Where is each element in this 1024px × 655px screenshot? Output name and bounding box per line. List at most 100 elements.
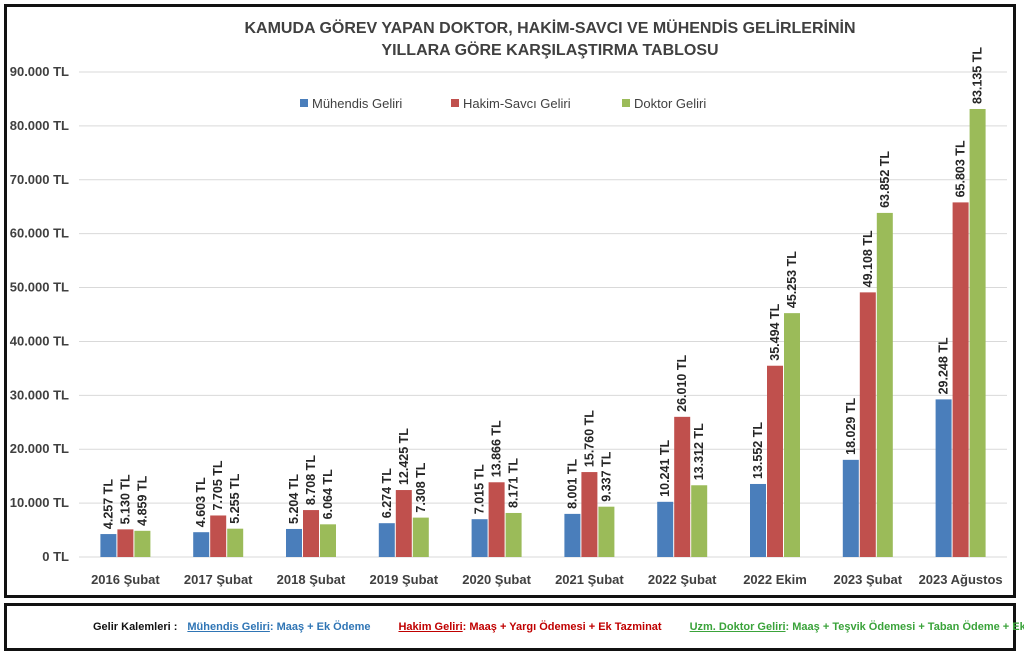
bar	[210, 515, 227, 557]
bar	[581, 472, 598, 557]
data-label: 4.603 TL	[194, 477, 208, 527]
bar	[395, 490, 412, 557]
bar	[412, 517, 429, 557]
data-label: 65.803 TL	[954, 140, 968, 197]
data-label: 5.255 TL	[228, 473, 242, 523]
bar	[117, 529, 134, 557]
data-label: 6.274 TL	[380, 468, 394, 518]
data-label: 8.171 TL	[507, 458, 521, 508]
data-label: 7.308 TL	[414, 462, 428, 512]
footer-lead: Gelir Kalemleri :	[93, 621, 178, 633]
x-tick-label: 2019 Şubat	[369, 572, 438, 587]
y-tick-label: 10.000 TL	[10, 495, 69, 510]
data-label: 4.859 TL	[135, 475, 149, 525]
y-tick-label: 90.000 TL	[10, 64, 69, 79]
data-label: 13.312 TL	[692, 423, 706, 480]
y-tick-label: 60.000 TL	[10, 226, 69, 241]
legend-label: Doktor Geliri	[634, 96, 706, 111]
y-tick-label: 40.000 TL	[10, 333, 69, 348]
data-label: 45.253 TL	[785, 251, 799, 308]
legend-swatch	[451, 99, 459, 107]
data-label: 26.010 TL	[675, 354, 689, 411]
bar	[598, 506, 615, 557]
data-label: 13.866 TL	[490, 420, 504, 477]
bar	[969, 108, 986, 557]
bar	[674, 416, 691, 557]
data-label: 7.015 TL	[473, 464, 487, 514]
bar	[657, 501, 674, 557]
legend-label: Hakim-Savcı Geliri	[463, 96, 571, 111]
data-label: 5.130 TL	[118, 474, 132, 524]
bar	[488, 482, 505, 557]
x-tick-label: 2023 Şubat	[833, 572, 902, 587]
footer-item-judge-detail: : Maaş + Yargı Ödemesi + Ek Tazminat	[462, 621, 662, 633]
bar	[378, 523, 395, 557]
data-label: 10.241 TL	[658, 439, 672, 496]
data-label: 7.705 TL	[211, 460, 225, 510]
x-tick-label: 2017 Şubat	[184, 572, 253, 587]
bar	[935, 399, 952, 557]
x-tick-label: 2022 Ekim	[743, 572, 807, 587]
data-label: 29.248 TL	[937, 337, 951, 394]
footer-item-doctor-title: Uzm. Doktor Geliri	[689, 621, 786, 633]
bar	[505, 512, 522, 557]
bar	[193, 532, 210, 557]
footer-item-judge-title: Hakim Geliri	[398, 621, 463, 633]
y-tick-label: 50.000 TL	[10, 280, 69, 295]
data-label: 6.064 TL	[321, 469, 335, 519]
chart-frame: KAMUDA GÖREV YAPAN DOKTOR, HAKİM-SAVCI V…	[4, 4, 1016, 598]
x-tick-label: 2022 Şubat	[648, 572, 717, 587]
y-tick-label: 80.000 TL	[10, 118, 69, 133]
bar	[564, 513, 581, 557]
footer-item-engineer: Mühendis Geliri: Maaş + Ek Ödeme	[187, 621, 370, 633]
legend-label: Mühendis Geliri	[312, 96, 402, 111]
data-label: 8.001 TL	[565, 458, 579, 508]
x-tick-label: 2021 Şubat	[555, 572, 624, 587]
bar	[859, 292, 876, 557]
bar	[784, 313, 800, 557]
bar-chart: KAMUDA GÖREV YAPAN DOKTOR, HAKİM-SAVCI V…	[10, 18, 1007, 587]
bar	[100, 534, 117, 557]
footer-item-doctor: Uzm. Doktor Geliri: Maaş + Teşvik Ödemes…	[690, 621, 1024, 633]
bar	[471, 519, 488, 557]
data-label: 12.425 TL	[397, 428, 411, 485]
y-tick-label: 20.000 TL	[10, 441, 69, 456]
chart-title-line: KAMUDA GÖREV YAPAN DOKTOR, HAKİM-SAVCI V…	[244, 18, 855, 37]
footer-item-doctor-detail: : Maaş + Teşvik Ödemesi + Taban Ödeme + …	[785, 621, 1024, 633]
y-tick-label: 30.000 TL	[10, 387, 69, 402]
bar	[876, 212, 893, 557]
footer-item-engineer-title: Mühendis Geliri	[187, 621, 270, 633]
bar	[750, 483, 766, 557]
bar	[134, 530, 151, 557]
x-tick-label: 2018 Şubat	[277, 572, 346, 587]
bar	[767, 365, 783, 557]
data-label: 35.494 TL	[768, 303, 782, 360]
x-tick-label: 2016 Şubat	[91, 572, 160, 587]
data-label: 63.852 TL	[878, 151, 892, 208]
bar	[303, 510, 319, 557]
data-label: 13.552 TL	[751, 422, 765, 479]
bar	[320, 524, 336, 557]
footer-item-engineer-detail: : Maaş + Ek Ödeme	[269, 621, 371, 633]
bar	[691, 485, 708, 557]
data-label: 5.204 TL	[287, 474, 301, 524]
data-label: 15.760 TL	[582, 410, 596, 467]
bar	[952, 202, 969, 557]
legend-swatch	[622, 99, 630, 107]
data-label: 49.108 TL	[861, 230, 875, 287]
bar	[842, 459, 859, 557]
data-label: 8.708 TL	[304, 455, 318, 505]
chart-title-line: YILLARA GÖRE KARŞILAŞTIRMA TABLOSU	[381, 40, 718, 59]
legend-swatch	[300, 99, 308, 107]
x-tick-label: 2020 Şubat	[462, 572, 531, 587]
bar	[227, 528, 244, 557]
y-tick-label: 0 TL	[42, 549, 69, 564]
footer-item-judge: Hakim Geliri: Maaş + Yargı Ödemesi + Ek …	[398, 621, 661, 633]
data-label: 9.337 TL	[599, 451, 613, 501]
y-tick-label: 70.000 TL	[10, 172, 69, 187]
data-label: 83.135 TL	[971, 47, 985, 104]
bar	[286, 528, 302, 557]
x-tick-label: 2023 Ağustos	[919, 572, 1003, 587]
income-items-footer: Gelir Kalemleri : Mühendis Geliri: Maaş …	[4, 603, 1024, 651]
data-label: 4.257 TL	[101, 479, 115, 529]
